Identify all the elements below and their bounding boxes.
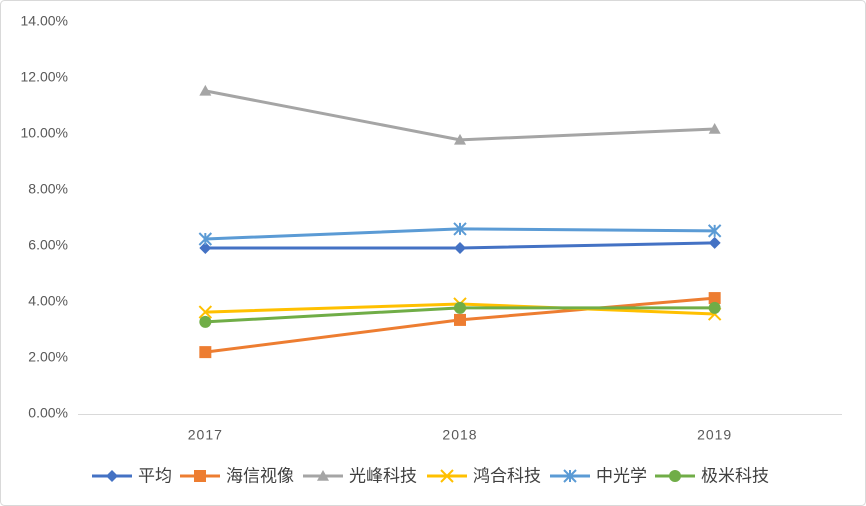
y-tick-label: 8.00% — [28, 181, 68, 197]
marker — [454, 133, 466, 145]
legend-marker — [106, 470, 118, 482]
marker — [708, 292, 721, 305]
marker — [198, 232, 213, 246]
marker — [454, 301, 466, 314]
legend-text: 中光学 — [596, 466, 647, 485]
y-tick-label: 4.00% — [28, 293, 68, 309]
y-tick-label: 0.00% — [28, 405, 68, 421]
marker — [707, 224, 722, 238]
legend-marker — [440, 469, 454, 483]
x-tick-label: 2017 — [188, 427, 223, 443]
marker — [708, 236, 721, 249]
legend-marker — [317, 470, 329, 481]
marker — [198, 305, 213, 319]
y-tick-label: 6.00% — [28, 237, 68, 253]
x-tick-label: 2019 — [697, 427, 732, 443]
legend-marker — [194, 470, 206, 482]
legend-text: 极米科技 — [701, 466, 769, 485]
legend-text: 鸿合科技 — [473, 466, 541, 485]
y-tick-label: 10.00% — [21, 125, 68, 141]
marker — [454, 241, 466, 254]
legend-marker — [563, 469, 577, 483]
marker — [453, 222, 467, 236]
legend-text: 平均 — [138, 466, 172, 485]
marker — [708, 301, 721, 314]
legend-text: 海信视像 — [226, 466, 294, 485]
marker — [199, 84, 212, 96]
marker — [199, 241, 212, 254]
y-tick-label: 2.00% — [28, 349, 68, 365]
legend-marker — [669, 470, 681, 482]
marker — [708, 122, 721, 134]
legend-text: 光峰科技 — [349, 466, 417, 485]
marker — [199, 346, 212, 359]
marker — [454, 313, 466, 326]
marker — [199, 315, 212, 328]
y-tick-label: 14.00% — [21, 13, 68, 29]
x-tick-label: 2018 — [442, 427, 477, 443]
y-tick-label: 12.00% — [21, 69, 68, 85]
